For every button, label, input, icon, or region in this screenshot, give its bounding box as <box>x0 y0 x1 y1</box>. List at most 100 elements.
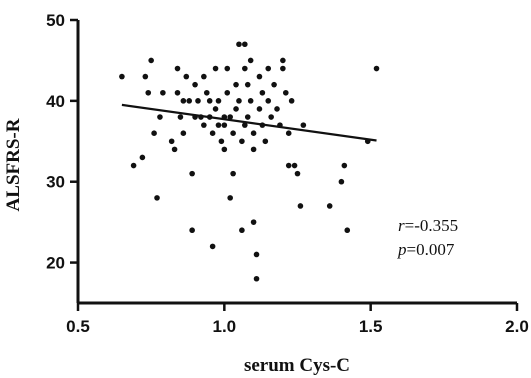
data-point <box>206 98 213 104</box>
data-point <box>139 154 146 161</box>
data-point <box>145 89 152 96</box>
data-point <box>221 146 228 153</box>
data-point <box>160 89 166 96</box>
data-point <box>247 57 254 64</box>
data-point <box>177 114 184 120</box>
plot-grid-layer <box>119 41 380 282</box>
data-point <box>215 98 222 104</box>
data-point <box>209 130 216 136</box>
x-tick-label: 1.0 <box>213 317 237 336</box>
data-point <box>253 275 260 282</box>
data-point <box>285 130 292 136</box>
stats-annotation: r=-0.355 p=0.007 <box>397 216 458 259</box>
data-point <box>247 98 254 104</box>
data-point <box>233 81 239 88</box>
data-point <box>259 89 266 96</box>
data-point <box>242 41 248 48</box>
data-point <box>224 89 231 96</box>
y-tick-label: 30 <box>46 173 65 192</box>
data-point <box>282 89 289 96</box>
data-point <box>189 170 195 177</box>
data-point <box>203 89 210 96</box>
x-tick-label: 2.0 <box>505 317 529 336</box>
data-point <box>154 195 160 201</box>
data-point <box>142 73 149 80</box>
y-axis-title: ALSFRS-R <box>3 118 24 211</box>
data-point <box>280 57 286 64</box>
data-point <box>233 106 239 112</box>
data-point <box>183 73 190 80</box>
data-point <box>230 170 236 177</box>
data-point <box>341 162 348 169</box>
r-label: r <box>398 216 405 235</box>
data-point <box>326 203 333 209</box>
data-point <box>151 130 157 136</box>
data-point <box>119 73 125 80</box>
data-point <box>157 114 163 120</box>
data-point <box>242 65 248 72</box>
r-statistic: r=-0.355 <box>398 216 458 235</box>
data-point <box>130 162 137 169</box>
data-point <box>224 65 231 72</box>
data-point <box>300 122 307 128</box>
data-point <box>201 73 207 80</box>
data-point <box>265 98 272 104</box>
data-point <box>227 114 233 120</box>
data-point <box>338 178 345 185</box>
p-label: p <box>397 240 407 259</box>
data-point <box>291 162 298 169</box>
data-point <box>218 138 225 145</box>
data-point <box>174 65 181 72</box>
x-tick-label: 1.5 <box>359 317 383 336</box>
data-point <box>294 170 301 177</box>
data-point <box>250 219 257 225</box>
data-point <box>168 138 175 145</box>
data-point <box>256 106 263 112</box>
data-point <box>221 122 228 128</box>
data-point <box>148 57 154 64</box>
p-statistic: p=0.007 <box>397 240 455 259</box>
data-point <box>297 203 304 209</box>
data-point <box>244 114 251 120</box>
data-point <box>268 114 274 120</box>
data-point <box>180 130 187 136</box>
data-point <box>230 130 236 136</box>
y-tick-label: 50 <box>46 11 65 30</box>
data-point <box>171 146 178 153</box>
data-point <box>186 98 193 104</box>
data-point <box>174 89 181 96</box>
data-point <box>274 106 280 112</box>
data-point <box>201 122 207 128</box>
data-point <box>253 251 260 258</box>
data-point <box>244 81 251 88</box>
data-point <box>262 138 269 145</box>
data-point <box>250 130 257 136</box>
data-point <box>180 98 187 104</box>
data-point <box>239 227 245 234</box>
x-axis-title: serum Cys-C <box>244 355 350 376</box>
data-point <box>373 65 380 72</box>
r-value: =-0.355 <box>405 216 459 235</box>
data-point <box>236 41 242 48</box>
data-point <box>265 65 272 72</box>
data-point <box>192 81 198 88</box>
data-point <box>195 98 201 104</box>
data-point <box>227 195 233 201</box>
data-point <box>209 243 216 250</box>
x-tick-label: 0.5 <box>66 317 90 336</box>
data-point <box>288 98 295 104</box>
y-tick-label: 40 <box>46 92 65 111</box>
data-point <box>189 227 195 234</box>
data-point <box>212 65 219 72</box>
regression-line <box>121 103 377 142</box>
data-point <box>280 65 286 72</box>
data-point <box>212 106 219 112</box>
data-point <box>256 73 263 80</box>
data-point <box>271 81 277 88</box>
y-tick-label: 20 <box>46 254 65 273</box>
data-point <box>215 122 222 128</box>
data-point <box>250 146 257 153</box>
data-point <box>239 138 245 145</box>
data-point <box>344 227 351 234</box>
